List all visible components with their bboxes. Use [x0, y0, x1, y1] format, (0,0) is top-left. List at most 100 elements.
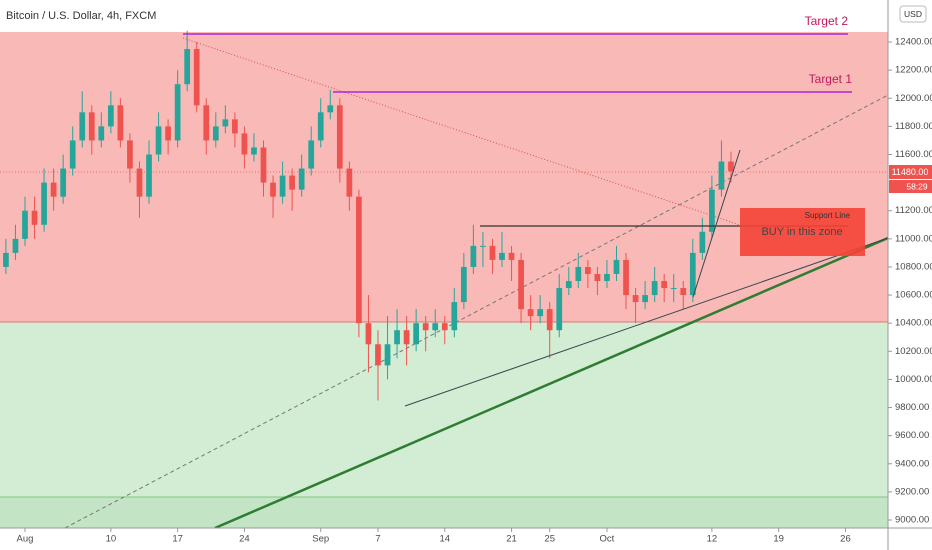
- buy-zone-box: [740, 208, 865, 256]
- candle-body: [480, 245, 486, 247]
- candle-body: [470, 245, 477, 267]
- trend-line: [692, 149, 741, 298]
- candle-body: [146, 154, 152, 197]
- y-tick-label: 10000.00: [895, 374, 932, 385]
- candle-body: [518, 259, 524, 310]
- y-tick-label: 9400.00: [895, 458, 929, 469]
- candle-body: [289, 175, 295, 190]
- buy-zone: [0, 322, 888, 528]
- candle-body: [222, 119, 229, 127]
- candle-body: [193, 49, 200, 106]
- candle-body: [260, 147, 267, 183]
- countdown: 58:29: [906, 181, 928, 191]
- chart-title: Bitcoin / U.S. Dollar, 4h, FXCM: [6, 10, 156, 22]
- candle-body: [107, 105, 114, 127]
- candle-body: [585, 266, 591, 274]
- x-tick-label: 21: [506, 534, 517, 545]
- channel-line: [64, 94, 889, 529]
- candle-body: [527, 309, 534, 317]
- x-tick-label: 26: [840, 534, 851, 545]
- candle-body: [22, 210, 28, 239]
- candle-body: [98, 126, 105, 141]
- candle-body: [336, 105, 343, 169]
- candle-body: [604, 273, 610, 282]
- candle-body: [88, 112, 95, 141]
- candle-body: [232, 119, 238, 134]
- candle-body: [460, 266, 467, 303]
- candle-body: [165, 126, 171, 141]
- candle-body: [546, 309, 553, 331]
- candle-body: [50, 182, 57, 197]
- x-tick-label: 25: [544, 534, 555, 545]
- resistance-line: [182, 37, 741, 226]
- candle-body: [718, 161, 725, 190]
- candle-body: [12, 238, 19, 253]
- x-tick-label: 12: [707, 534, 718, 545]
- candle-body: [327, 105, 334, 113]
- candle-body: [79, 112, 86, 141]
- candle-body: [365, 323, 372, 345]
- candle-body: [632, 295, 639, 303]
- candle-body: [279, 175, 286, 197]
- y-tick-label: 11000.00: [895, 233, 932, 244]
- candle-body: [298, 168, 305, 190]
- y-tick-label: 9000.00: [895, 515, 929, 526]
- candle-body: [728, 161, 734, 172]
- candle-body: [451, 302, 458, 331]
- y-tick-label: 9800.00: [895, 402, 929, 413]
- candle-body: [613, 259, 620, 274]
- zone-text: BUY in this zone: [761, 226, 842, 238]
- candle-body: [670, 288, 677, 290]
- deep-zone: [0, 497, 888, 528]
- candle-body: [642, 295, 648, 303]
- y-tick-label: 12200.00: [895, 65, 932, 76]
- x-tick-label: 10: [106, 534, 117, 545]
- x-tick-label: Sep: [312, 534, 329, 545]
- y-tick-label: 9200.00: [895, 486, 929, 497]
- candle-body: [60, 168, 67, 197]
- y-tick-label: 11200.00: [895, 205, 932, 216]
- candle-body: [594, 273, 601, 282]
- trend-line: [404, 237, 889, 407]
- candle-body: [69, 140, 76, 169]
- x-tick-label: 14: [439, 534, 450, 545]
- target-label: Target 2: [805, 14, 849, 28]
- candle-body: [184, 49, 191, 85]
- candle-body: [489, 245, 496, 260]
- candle-body: [680, 288, 687, 296]
- x-tick-label: Oct: [600, 534, 615, 545]
- candle-body: [537, 309, 544, 317]
- candle-body: [136, 168, 143, 197]
- candle-body: [575, 266, 582, 282]
- y-tick-label: 10600.00: [895, 290, 932, 301]
- candle-body: [413, 323, 420, 345]
- countdown-box: [889, 180, 932, 193]
- candle-body: [699, 231, 706, 253]
- candle-body: [251, 147, 257, 155]
- currency-button[interactable]: [899, 5, 927, 23]
- currency[interactable]: USD: [904, 9, 922, 19]
- last-price-box: [889, 165, 932, 179]
- y-tick-label: 10800.00: [895, 261, 932, 272]
- candle-body: [3, 252, 9, 267]
- candle-body: [375, 344, 381, 366]
- target-label: Target 1: [809, 72, 853, 86]
- y-tick-label: 12000.00: [895, 93, 932, 104]
- candle-body: [203, 105, 210, 141]
- candle-body: [651, 281, 658, 296]
- y-tick-label: 11600.00: [895, 149, 932, 160]
- candle-body: [308, 140, 315, 169]
- y-tick-label: 9600.00: [895, 430, 929, 441]
- last-price: 11480.00: [892, 167, 929, 177]
- y-tick-label: 10400.00: [895, 318, 932, 329]
- candle-body: [394, 330, 400, 345]
- candle-body: [403, 330, 410, 345]
- candle-body: [174, 84, 181, 141]
- candle-body: [270, 182, 276, 197]
- candle-body: [384, 344, 391, 366]
- x-tick-label: 24: [239, 534, 250, 545]
- candle-body: [356, 196, 362, 324]
- candle-body: [623, 259, 629, 296]
- candle-body: [499, 252, 505, 260]
